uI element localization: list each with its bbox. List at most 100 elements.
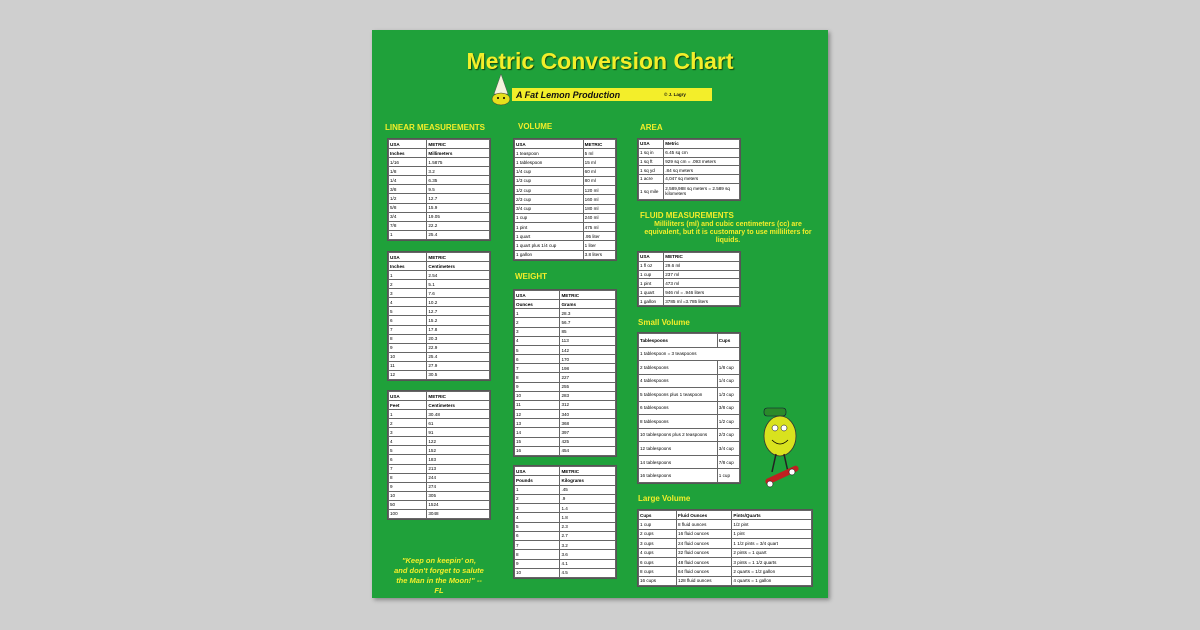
table-cell: 5 xyxy=(387,306,428,317)
table-cell: 2 xyxy=(387,418,428,429)
table-cell: USA xyxy=(387,251,428,263)
table-row: 5/8 15.9 xyxy=(387,202,490,213)
table-row: 4 tablespoons 1/4 cup xyxy=(638,373,741,389)
table-cell: 1 gallon xyxy=(637,296,665,306)
table-row: 2/3 cup 160 ml xyxy=(514,194,617,205)
table-row: 3 7.6 xyxy=(387,288,490,299)
table-cell: Fluid Ounces xyxy=(676,509,733,521)
table-cell: 305 xyxy=(426,490,490,501)
table-cell: 6 xyxy=(387,315,428,326)
table-cell: 64 fluid ounces xyxy=(676,566,733,577)
credit: © J. Lagry xyxy=(664,92,686,97)
table-cell: 7 xyxy=(513,363,561,374)
table-row: 6 2.7 xyxy=(513,530,616,542)
table-row: Inches Millimeters xyxy=(387,148,490,159)
table-cell: 15 xyxy=(513,436,561,447)
table-row: USA METRIC xyxy=(637,252,740,262)
table-row: 11 27.9 xyxy=(387,360,490,371)
table-cell: 1 sq mile xyxy=(637,182,665,201)
table-cell: 1 quart xyxy=(514,231,584,242)
conversion-table: Tablespoons Cups 1 tablespoon = 3 teaspoon… xyxy=(637,332,741,484)
table-cell: Pounds xyxy=(513,475,561,486)
table-cell: 9 xyxy=(513,558,561,569)
table-cell: 122 xyxy=(426,436,490,447)
table-row: 6 183 xyxy=(387,454,490,465)
table-cell: 1 sq yd xyxy=(637,165,665,176)
table-cell: 1 sq in xyxy=(637,147,665,158)
table-cell: 8 xyxy=(387,472,428,483)
table-row: USA METRIC xyxy=(514,138,617,150)
table-row: 2 61 xyxy=(387,418,490,429)
table-cell: 2.54 xyxy=(426,270,490,281)
table-row: 7 3.2 xyxy=(513,539,616,551)
table-cell: 180 ml xyxy=(582,203,617,214)
table-row: 1 sq in 6.45 sq cm xyxy=(637,147,740,158)
subtitle: A Fat Lemon Production xyxy=(516,90,621,100)
table-cell: 1/2 xyxy=(387,193,428,204)
table-cell: 4,047 sq meters xyxy=(663,174,740,184)
table-row: 1/16 1.5875 xyxy=(387,157,490,168)
table-cell: 4.5 xyxy=(559,567,616,579)
conversion-table: USA Metric 1 sq in 6.45 sq cm 1 sq ft 929 sq … xyxy=(637,138,741,201)
table-cell: 7/8 xyxy=(387,220,428,231)
table-cell: 2.3 xyxy=(559,521,616,532)
table-cell: 1 sq ft xyxy=(637,156,665,167)
table-row: 2 5.1 xyxy=(387,279,490,290)
table-cell: 12.7 xyxy=(426,193,490,204)
table-cell: 183 xyxy=(426,454,490,465)
table-cell: 4 quarts = 1 gallon xyxy=(731,575,812,587)
table-row: 2.9 xyxy=(513,493,616,505)
table-cell: 1 liter xyxy=(582,240,617,251)
table-cell: 14 xyxy=(513,427,561,438)
table-cell: 1 xyxy=(513,484,561,495)
table-cell: 3.6 xyxy=(559,549,616,560)
table-cell: 152 xyxy=(426,445,490,456)
table-row: Ounces Grams xyxy=(513,299,616,310)
table-cell: 10 xyxy=(387,351,428,362)
table-cell: 6 xyxy=(387,454,428,465)
table-row: 4 1.8 xyxy=(513,512,616,523)
table-cell: 9 xyxy=(387,481,428,492)
table-row: 13 368 xyxy=(513,418,616,429)
table-cell: Centimeters xyxy=(426,400,490,411)
table-cell: 3/4 xyxy=(387,211,428,222)
table-cell: 1/3 cup xyxy=(716,387,741,402)
table-row: 4 113 xyxy=(513,335,616,346)
table-cell: 312 xyxy=(559,399,616,411)
table-row: 10 25.4 xyxy=(387,351,490,362)
table-cell: 1/8 xyxy=(387,166,428,177)
table-cell: METRIC xyxy=(582,138,617,150)
table-cell: 32 fluid ounces xyxy=(676,547,733,558)
title: Metric Conversion Chart xyxy=(466,48,734,74)
table-cell: 1 gallon xyxy=(514,249,584,261)
table-cell: 2 tablespoons xyxy=(638,360,718,375)
table-cell: 5.1 xyxy=(426,279,490,290)
table-cell: 8 xyxy=(513,549,561,560)
table-row: 1 tablespoon 15 ml xyxy=(514,157,617,168)
table-row: 3 cups 24 fluid ounces 1 1/2 pints = 3/4 q… xyxy=(637,538,812,549)
subtitle-banner xyxy=(512,88,712,101)
table-cell: 1 cup xyxy=(637,269,665,280)
table-cell: 3 xyxy=(513,502,561,514)
table-cell: Kilograms xyxy=(559,475,616,486)
table-cell: 3 cups xyxy=(637,538,678,549)
table-cell: 1 fl oz xyxy=(637,260,665,271)
table-row: 4 122 xyxy=(387,436,490,447)
conversion-table: USA METRIC Inches Millimeters 1/16 1.5875 1/8 3… xyxy=(387,138,491,241)
table-cell: USA xyxy=(513,289,561,301)
conversion-table: USA METRIC Feet Centimeters 1 30.48 2 61 3 91 4 122… xyxy=(387,390,491,520)
table-cell: 1 cup xyxy=(514,212,584,223)
table-cell: 4 xyxy=(513,512,561,523)
table-cell: 9 xyxy=(513,381,561,392)
table-cell: 3.8 liters xyxy=(582,249,617,261)
table-row: USA METRIC xyxy=(387,251,490,263)
table-row: 1 28.3 xyxy=(513,308,616,319)
table-row: 3 91 xyxy=(387,427,490,438)
table-cell: USA xyxy=(637,139,665,149)
table-cell: 368 xyxy=(559,418,616,429)
table-row: 1 gallon 3785 ml =3.785 liters xyxy=(637,296,740,306)
table-cell: METRIC xyxy=(426,138,490,150)
table-cell: Ounces xyxy=(513,299,561,310)
table-row: 10 tablespoons plus 2 teaspoons 2/3 cup xyxy=(638,427,741,443)
table-cell: 1 xyxy=(387,229,428,241)
